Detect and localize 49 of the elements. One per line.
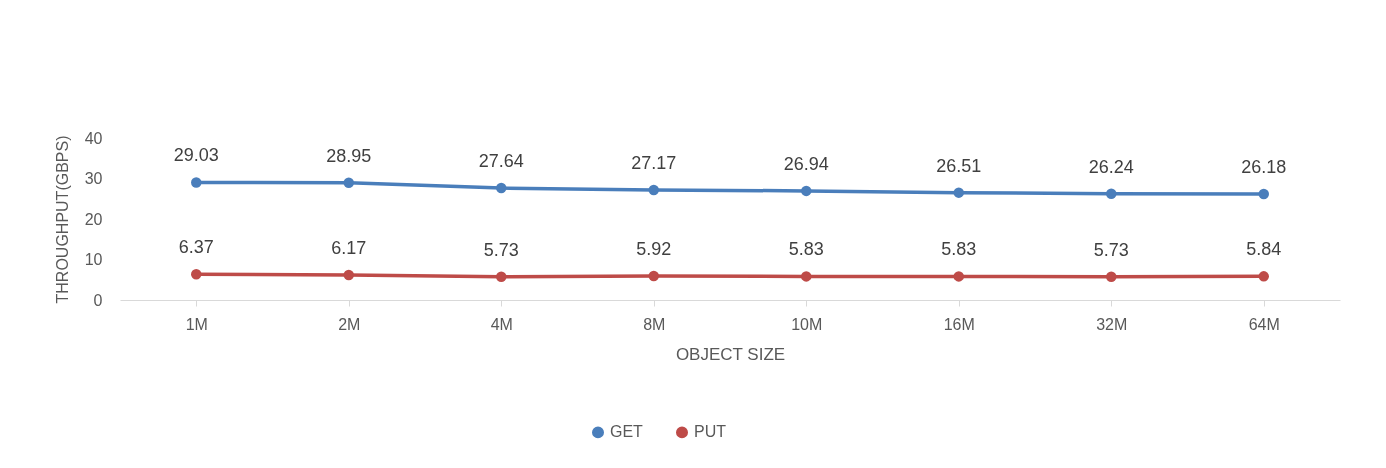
point bbox=[343, 269, 354, 281]
point bbox=[496, 182, 507, 194]
data-label: 29.03 bbox=[173, 145, 219, 166]
point bbox=[191, 177, 202, 188]
data-label: 28.95 bbox=[326, 145, 372, 166]
x-tick-label: 4M bbox=[490, 315, 513, 333]
point bbox=[1106, 188, 1117, 199]
y-tick-label: 30 bbox=[84, 170, 103, 187]
y-tick-label: 10 bbox=[84, 251, 103, 268]
point bbox=[953, 187, 964, 198]
point bbox=[648, 270, 659, 282]
x-tick-label: 32M bbox=[1096, 315, 1128, 333]
data-label: 27.64 bbox=[478, 151, 524, 172]
x-tick-label: 64M bbox=[1248, 315, 1280, 333]
point bbox=[191, 268, 202, 280]
x-tick-label: 10M bbox=[791, 315, 823, 333]
point bbox=[343, 177, 354, 188]
data-label: 5.83 bbox=[788, 239, 824, 260]
legend-label: PUT bbox=[694, 423, 727, 441]
data-label: 5.92 bbox=[636, 239, 672, 260]
point bbox=[1106, 271, 1117, 283]
x-tick-label: 2M bbox=[338, 315, 361, 333]
point bbox=[1258, 271, 1269, 282]
data-label: 26.24 bbox=[1088, 156, 1134, 177]
data-label: 26.51 bbox=[936, 155, 982, 176]
data-label: 5.73 bbox=[1093, 239, 1129, 260]
point bbox=[953, 271, 964, 282]
y-tick-label: 20 bbox=[84, 210, 103, 228]
y-tick-label: 40 bbox=[84, 129, 103, 147]
y-tick-label: 0 bbox=[93, 291, 103, 309]
x-tick-label: 1M bbox=[185, 315, 208, 333]
point bbox=[496, 271, 507, 283]
point bbox=[648, 184, 659, 196]
legend-label: GET bbox=[610, 423, 644, 441]
x-axis-title: OBJECT SIZE bbox=[675, 344, 786, 364]
data-label: 27.17 bbox=[631, 152, 677, 173]
data-label: 26.94 bbox=[783, 153, 829, 174]
data-label: 26.18 bbox=[1241, 156, 1287, 177]
point bbox=[801, 185, 812, 197]
x-tick-label: 8M bbox=[643, 315, 666, 333]
y-axis-title: THROUGHPUT(GBPS) bbox=[53, 135, 71, 304]
point bbox=[801, 271, 812, 282]
data-label: 5.73 bbox=[483, 239, 519, 260]
data-label: 5.83 bbox=[941, 239, 977, 260]
data-label: 6.17 bbox=[331, 238, 367, 259]
data-label: 5.84 bbox=[1246, 239, 1282, 260]
x-tick-label: 16M bbox=[943, 315, 975, 333]
data-label: 6.37 bbox=[178, 237, 214, 258]
point bbox=[1258, 188, 1269, 200]
